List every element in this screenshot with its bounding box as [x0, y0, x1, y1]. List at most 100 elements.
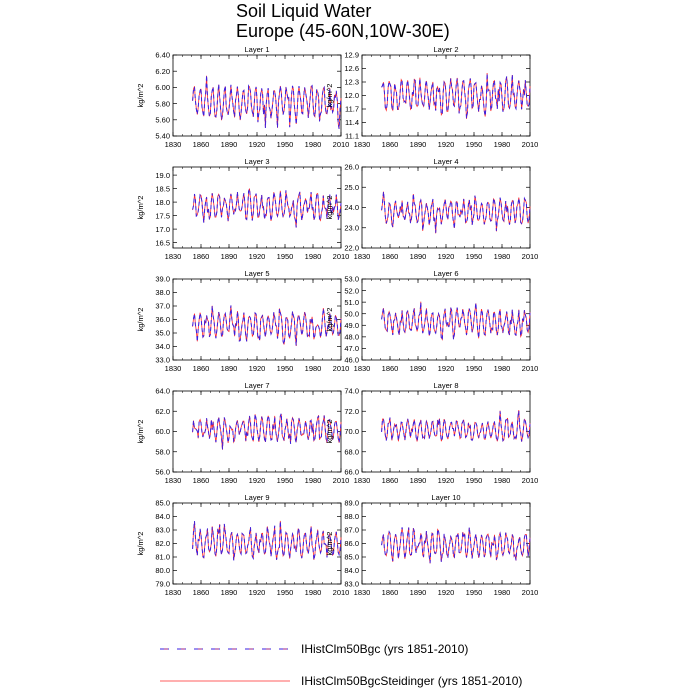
x-tick-label: 1980: [305, 252, 322, 261]
x-tick-label: 1920: [438, 364, 455, 373]
x-tick-label: 1830: [354, 364, 371, 373]
y-tick-label: 23.0: [344, 223, 359, 232]
series-line-bgc: [192, 520, 342, 561]
y-tick-label: 12.9: [344, 51, 359, 60]
panels-group: Layer 1 1830 1860 1890 1920 1950 1980 2010 5.40 5…: [136, 45, 538, 597]
x-tick-label: 1830: [354, 588, 371, 597]
x-tick-label: 2010: [333, 476, 350, 485]
y-tick-label: 17.0: [155, 225, 170, 234]
y-axis-label: kg/m^2: [325, 84, 334, 108]
y-tick-label: 22.0: [344, 244, 359, 253]
series-line-steidinger: [381, 72, 531, 119]
y-tick-label: 82.0: [155, 539, 170, 548]
y-tick-label: 34.0: [155, 342, 170, 351]
y-tick-label: 89.0: [344, 499, 359, 508]
y-tick-label: 60.0: [155, 427, 170, 436]
y-tick-label: 24.0: [344, 203, 359, 212]
x-tick-label: 1920: [249, 476, 266, 485]
figure-title-line1: Soil Liquid Water: [236, 1, 371, 21]
y-tick-label: 6.00: [155, 83, 170, 92]
y-axis-label: kg/m^2: [136, 196, 145, 220]
panel-title: Layer 8: [433, 381, 458, 390]
y-tick-label: 12.6: [344, 64, 359, 73]
x-tick-label: 1860: [382, 252, 399, 261]
y-tick-label: 35.0: [155, 329, 170, 338]
x-tick-label: 1830: [354, 476, 371, 485]
x-tick-label: 2010: [522, 588, 539, 597]
y-tick-label: 68.0: [344, 447, 359, 456]
legend: IHistClm50Bgc (yrs 1851-2010) IHistClm50…: [160, 642, 522, 688]
x-tick-label: 1950: [277, 252, 294, 261]
x-tick-label: 1950: [277, 588, 294, 597]
y-tick-label: 87.0: [344, 526, 359, 535]
y-tick-label: 6.20: [155, 67, 170, 76]
y-tick-label: 85.0: [344, 553, 359, 562]
x-tick-label: 1950: [466, 140, 483, 149]
panel-5: Layer 5 1830 1860 1890 1920 1950 1980 2010 33.0 3…: [136, 269, 349, 373]
y-tick-label: 84.0: [155, 512, 170, 521]
x-tick-label: 1980: [494, 476, 511, 485]
y-tick-label: 74.0: [344, 387, 359, 396]
x-tick-label: 1980: [305, 364, 322, 373]
x-tick-label: 1890: [410, 140, 427, 149]
y-tick-label: 70.0: [344, 427, 359, 436]
x-tick-label: 2010: [522, 252, 539, 261]
series-line-bgc: [381, 191, 531, 233]
x-tick-label: 1860: [193, 140, 210, 149]
x-tick-label: 1980: [305, 588, 322, 597]
x-tick-label: 1830: [165, 140, 182, 149]
legend-label-series-1: IHistClm50Bgc (yrs 1851-2010): [301, 642, 468, 656]
x-tick-label: 1920: [249, 252, 266, 261]
x-tick-label: 1980: [494, 364, 511, 373]
y-tick-label: 38.0: [155, 288, 170, 297]
y-tick-label: 83.0: [155, 526, 170, 535]
y-tick-label: 49.0: [344, 321, 359, 330]
x-tick-label: 1860: [382, 476, 399, 485]
x-tick-label: 2010: [522, 140, 539, 149]
x-tick-label: 1860: [382, 588, 399, 597]
x-tick-label: 2010: [333, 364, 350, 373]
x-tick-label: 2010: [522, 476, 539, 485]
y-axis-label: kg/m^2: [325, 532, 334, 556]
panel-1: Layer 1 1830 1860 1890 1920 1950 1980 2010 5.40 5…: [136, 45, 349, 149]
x-tick-label: 1980: [494, 252, 511, 261]
y-tick-label: 83.0: [344, 580, 359, 589]
x-tick-label: 1950: [466, 364, 483, 373]
x-tick-label: 1950: [277, 140, 294, 149]
panel-title: Layer 4: [433, 157, 458, 166]
y-tick-label: 12.0: [344, 91, 359, 100]
panel-title: Layer 9: [244, 493, 269, 502]
y-tick-label: 39.0: [155, 275, 170, 284]
x-tick-label: 1830: [165, 476, 182, 485]
series-line-bgc: [381, 302, 531, 341]
panel-3: Layer 3 1830 1860 1890 1920 1950 1980 2010 16.5 1…: [136, 157, 349, 261]
y-axis-label: kg/m^2: [325, 308, 334, 332]
series-line-bgc: [192, 75, 342, 129]
y-tick-label: 11.4: [345, 118, 359, 127]
y-tick-label: 56.0: [155, 468, 170, 477]
x-tick-label: 2010: [333, 140, 350, 149]
y-axis-label: kg/m^2: [136, 308, 145, 332]
y-tick-label: 51.0: [344, 298, 359, 307]
x-tick-label: 1830: [165, 364, 182, 373]
y-tick-label: 6.40: [155, 51, 170, 60]
x-tick-label: 1890: [221, 588, 238, 597]
y-tick-label: 46.0: [344, 356, 359, 365]
x-tick-label: 1860: [382, 364, 399, 373]
x-tick-label: 1890: [221, 476, 238, 485]
y-tick-label: 19.0: [155, 171, 170, 180]
y-axis-label: kg/m^2: [325, 420, 334, 444]
x-tick-label: 1890: [221, 140, 238, 149]
panel-title: Layer 1: [244, 45, 269, 54]
y-tick-label: 53.0: [344, 275, 359, 284]
x-tick-label: 1860: [193, 364, 210, 373]
x-tick-label: 1920: [438, 588, 455, 597]
x-tick-label: 1860: [193, 476, 210, 485]
x-tick-label: 1830: [165, 252, 182, 261]
y-tick-label: 81.0: [155, 553, 170, 562]
y-tick-label: 25.0: [344, 183, 359, 192]
y-tick-label: 88.0: [344, 512, 359, 521]
